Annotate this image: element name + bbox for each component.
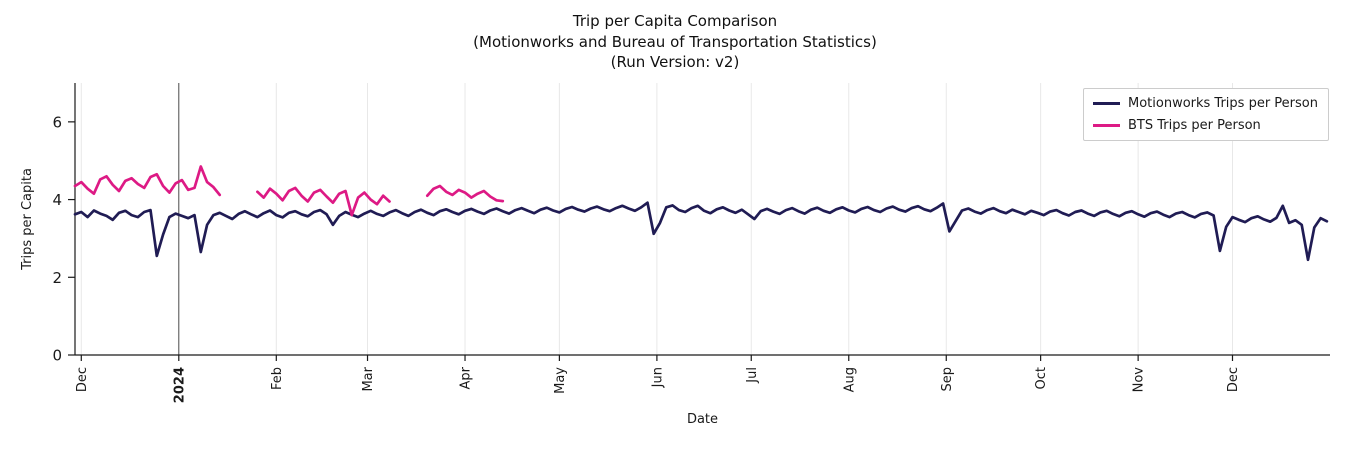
x-tick-label: Mar — [361, 366, 376, 391]
x-tick-label: Feb — [270, 367, 285, 390]
legend-item: BTS Trips per Person — [1093, 118, 1318, 133]
x-tick-label: Oct — [1034, 367, 1049, 389]
legend-label: Motionworks Trips per Person — [1128, 96, 1318, 111]
y-tick-label: 6 — [52, 113, 62, 131]
x-tick-label: Jul — [745, 367, 760, 384]
legend: Motionworks Trips per Person BTS Trips pe… — [1083, 88, 1329, 141]
y-tick-label: 2 — [52, 269, 62, 287]
x-tick-label: Dec — [1226, 367, 1241, 392]
x-tick-label: May — [553, 367, 568, 394]
legend-label: BTS Trips per Person — [1128, 118, 1261, 133]
series-line-bts-trips-per-person — [73, 165, 222, 197]
chart-title-line2: (Motionworks and Bureau of Transportatio… — [473, 32, 877, 51]
x-tick-label: 2024 — [172, 367, 187, 403]
series-line-bts-trips-per-person — [425, 184, 505, 203]
x-tick-label: Dec — [75, 367, 90, 392]
x-tick-label: Sep — [940, 367, 955, 392]
x-tick-label: Apr — [459, 366, 474, 389]
x-axis-label: Date — [686, 412, 719, 427]
legend-line-swatch — [1093, 124, 1120, 127]
y-tick-label: 4 — [52, 191, 62, 209]
y-tick-label: 0 — [52, 347, 62, 365]
chart-title-line3: (Run Version: v2) — [610, 53, 740, 72]
x-tick-label: Jun — [650, 367, 665, 388]
x-tick-label: Aug — [842, 367, 857, 392]
legend-line-swatch — [1093, 102, 1120, 105]
x-tick-label: Nov — [1132, 367, 1147, 393]
legend-item: Motionworks Trips per Person — [1093, 96, 1318, 111]
series-line-bts-trips-per-person — [256, 186, 391, 217]
chart-title: Trip per Capita Comparison (Motionworks … — [0, 11, 1350, 73]
series-line-motionworks-trips-per-person — [73, 201, 1329, 262]
chart-title-line1: Trip per Capita Comparison — [572, 12, 778, 30]
